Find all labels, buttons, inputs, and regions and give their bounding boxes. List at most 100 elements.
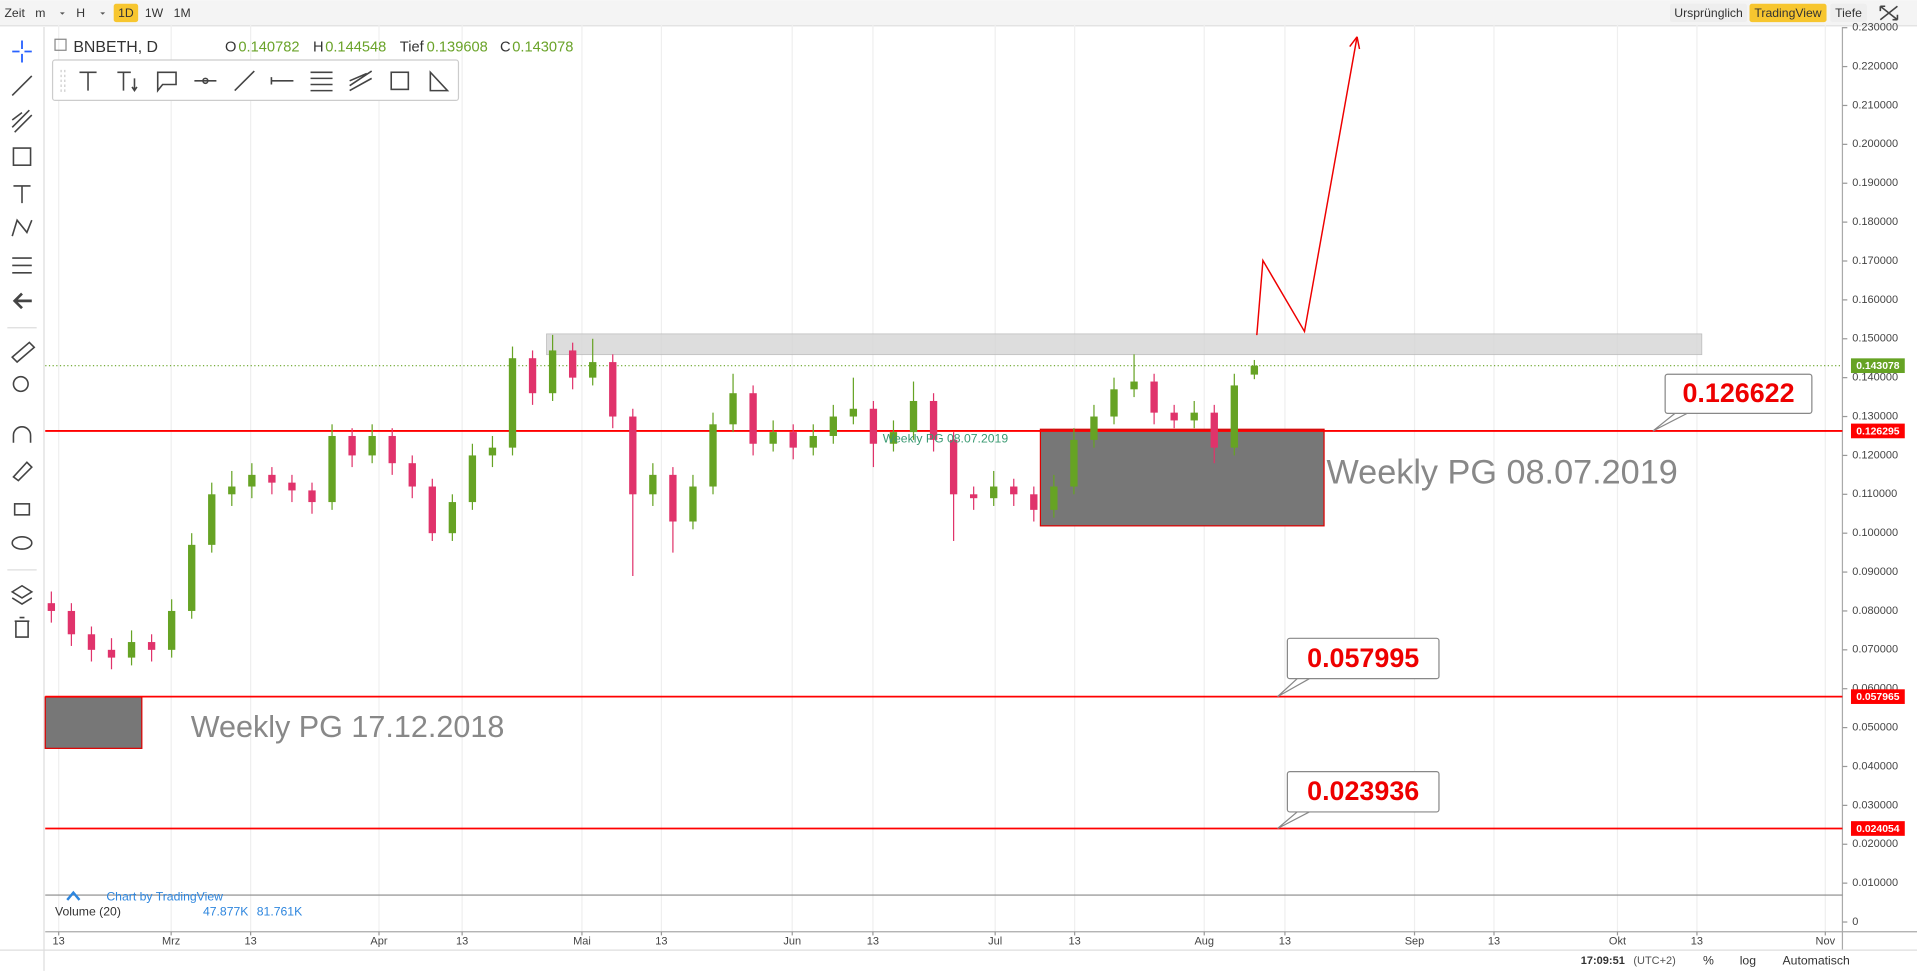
hline-icon[interactable]: [194, 77, 217, 85]
candle-body: [288, 482, 296, 491]
delete-tool[interactable]: [14, 616, 30, 638]
collapse-icon[interactable]: [54, 38, 67, 51]
lock-draw-tool[interactable]: [12, 461, 33, 482]
text-icon[interactable]: [79, 71, 97, 91]
text-tool[interactable]: [13, 185, 31, 204]
callout-pointer: [1277, 678, 1310, 698]
crosshair-tool[interactable]: [12, 40, 32, 63]
volume-value: 81.761K: [257, 904, 303, 918]
lock-tool[interactable]: [13, 503, 31, 516]
button-label: 1M: [174, 6, 191, 20]
volume-label: Volume (20): [55, 904, 121, 918]
candle-body: [649, 474, 657, 495]
triangle-icon[interactable]: [429, 70, 450, 92]
y-tick-label: 0.210000: [1852, 99, 1898, 111]
view-button[interactable]: TradingView: [1749, 3, 1827, 23]
ray-icon[interactable]: [270, 77, 294, 85]
last-price-label: 0.143078: [1856, 361, 1900, 372]
level-tag-label: 0.024054: [1856, 824, 1900, 835]
candle-body: [188, 544, 196, 611]
candle-body: [689, 486, 697, 522]
percent-toggle[interactable]: %: [1703, 953, 1714, 967]
visibility-tool[interactable]: [11, 536, 33, 550]
log-toggle[interactable]: log: [1740, 953, 1757, 967]
zoom-tool[interactable]: [12, 375, 29, 393]
candle-body: [1150, 381, 1158, 413]
auto-toggle[interactable]: Automatisch: [1783, 953, 1850, 967]
button-label: H: [76, 6, 85, 20]
callout-label: 0.057995: [1307, 643, 1419, 673]
x-tick-label: 13: [1069, 935, 1081, 947]
timezone: (UTC+2): [1633, 955, 1675, 967]
candle-body: [368, 435, 376, 456]
y-tick-label: 0.020000: [1852, 838, 1898, 850]
back-tool[interactable]: [12, 292, 32, 310]
y-tick-label: 0.070000: [1852, 644, 1898, 656]
interval-button[interactable]: 1D: [113, 3, 139, 23]
x-tick-label: Jun: [783, 935, 801, 947]
candle-body: [47, 603, 56, 611]
candle-body: [87, 634, 96, 650]
interval-button[interactable]: Zeit: [2, 4, 26, 22]
y-tick-label: 0.170000: [1852, 255, 1898, 267]
callouts: 0.126622 0.057995 0.023936: [1277, 373, 1813, 830]
fan-icon[interactable]: [349, 70, 373, 92]
x-tick-label: Jul: [988, 935, 1002, 947]
view-button[interactable]: Ursprünglich: [1670, 3, 1748, 23]
x-tick-label: 13: [53, 935, 65, 947]
candle-body: [1130, 381, 1138, 390]
x-tick-label: 13: [1488, 935, 1500, 947]
fullscreen-icon[interactable]: [1879, 5, 1899, 21]
x-tick-label: Sep: [1405, 935, 1425, 947]
fib-tool[interactable]: [11, 109, 33, 133]
candle-body: [1010, 486, 1018, 495]
candle-body: [328, 435, 336, 503]
shape-tool[interactable]: [12, 147, 32, 166]
dropdown-arrow: [59, 12, 65, 15]
candle-body: [709, 424, 717, 487]
y-tick-label: 0.140000: [1852, 372, 1898, 384]
candle-body: [248, 474, 256, 487]
x-tick-label: 13: [456, 935, 468, 947]
candle-body: [1170, 412, 1178, 421]
magnet-tool[interactable]: [12, 426, 32, 443]
channel-icon[interactable]: [310, 71, 333, 92]
candle-body: [629, 416, 637, 495]
ohlc-label: Tief: [400, 40, 425, 56]
ruler-tool[interactable]: [11, 341, 36, 364]
prediction-tool[interactable]: [12, 257, 32, 274]
view-button[interactable]: Tiefe: [1830, 3, 1867, 23]
rect-icon[interactable]: [390, 71, 410, 91]
x-tick-label: Mai: [573, 935, 591, 947]
level-tag: [1850, 423, 1905, 439]
layers-tool[interactable]: [10, 584, 34, 606]
interval-button[interactable]: H: [71, 4, 106, 22]
pattern-tool[interactable]: [11, 218, 33, 237]
y-tick-label: 0.120000: [1852, 449, 1898, 461]
callout-icon[interactable]: [156, 71, 177, 93]
y-tick-label: 0.190000: [1852, 177, 1898, 189]
candle-body: [448, 502, 457, 534]
dropdown-arrow: [100, 12, 106, 15]
interval-button[interactable]: m: [31, 4, 65, 22]
candle-body: [1250, 365, 1259, 375]
text-size-icon[interactable]: [117, 71, 138, 93]
candle-body: [147, 642, 156, 650]
weekly-zone-2019: [1039, 428, 1325, 527]
x-tick-label: 13: [245, 935, 257, 947]
interval-buttons: Zeit m H 1D 1W 1M: [2, 3, 194, 23]
candle-body: [468, 455, 477, 503]
button-label: 1W: [145, 6, 164, 20]
line-icon[interactable]: [234, 70, 255, 92]
volume-value: 47.877K: [203, 904, 249, 918]
candle-body: [167, 610, 176, 650]
trendline-tool[interactable]: [11, 75, 33, 97]
candle-body: [909, 400, 918, 433]
candle-body: [107, 649, 116, 658]
candle-body: [408, 463, 416, 487]
interval-button[interactable]: 1M: [170, 4, 194, 22]
y-tick-label: 0.160000: [1852, 294, 1898, 306]
ohlc-value: 0.144548: [325, 40, 386, 56]
button-bg: [113, 3, 139, 23]
interval-button[interactable]: 1W: [142, 4, 166, 22]
